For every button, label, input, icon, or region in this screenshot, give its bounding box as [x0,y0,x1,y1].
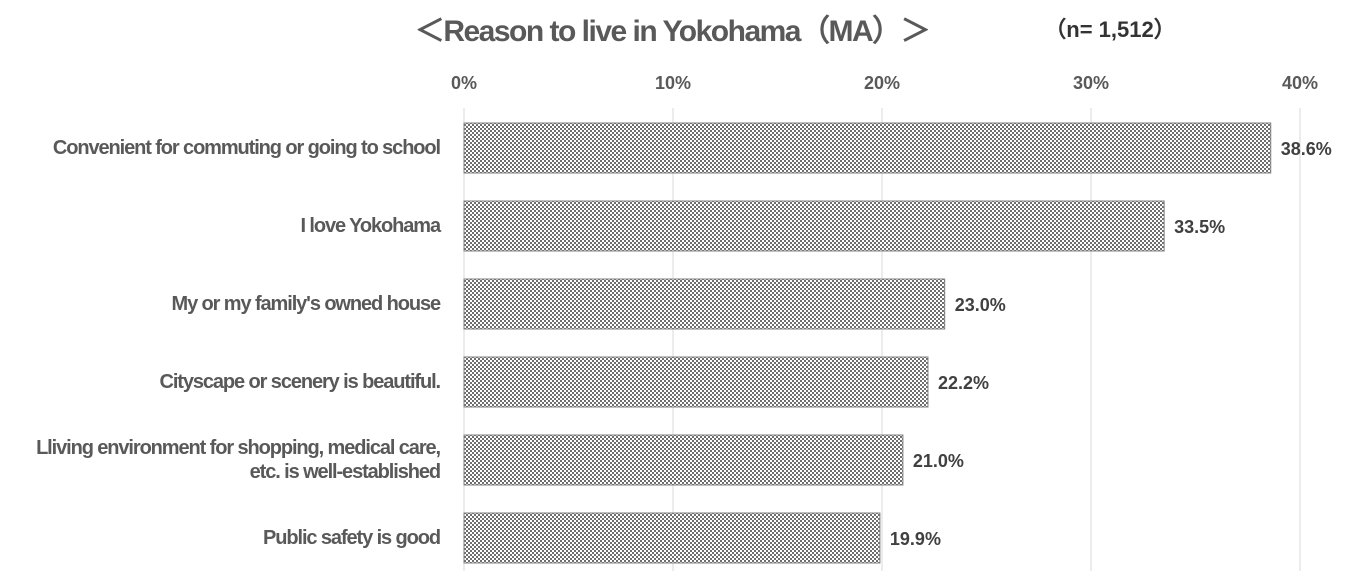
chart-title: ＜Reason to live in Yokohama（MA）＞ [415,14,929,48]
data-label: 38.6% [1281,139,1332,159]
bar [463,200,1165,252]
x-tick-label: 20% [864,73,900,93]
category-label: Public safety is good [263,527,441,549]
data-label: 33.5% [1174,217,1225,237]
bar [463,434,904,486]
bar [463,278,946,330]
category-label: Lliving environment for shopping, medica… [36,437,441,483]
x-tick-label: 30% [1073,73,1109,93]
data-label: 23.0% [955,295,1006,315]
bar [463,356,929,408]
bar [463,122,1272,174]
category-label: I love Yokohama [300,215,442,237]
data-label: 21.0% [913,451,964,471]
category-label: My or my family's owned house [171,293,442,315]
data-label: 19.9% [890,529,941,549]
data-label: 22.2% [938,373,989,393]
chart-subtitle: （n= 1,512） [1044,17,1175,42]
x-tick-label: 0% [451,73,477,93]
category-label: Convenient for commuting or going to sch… [52,137,441,159]
x-tick-label: 10% [655,73,691,93]
x-tick-label: 40% [1282,73,1318,93]
bar [463,512,881,564]
category-label: Cityscape or scenery is beautiful. [159,371,441,393]
